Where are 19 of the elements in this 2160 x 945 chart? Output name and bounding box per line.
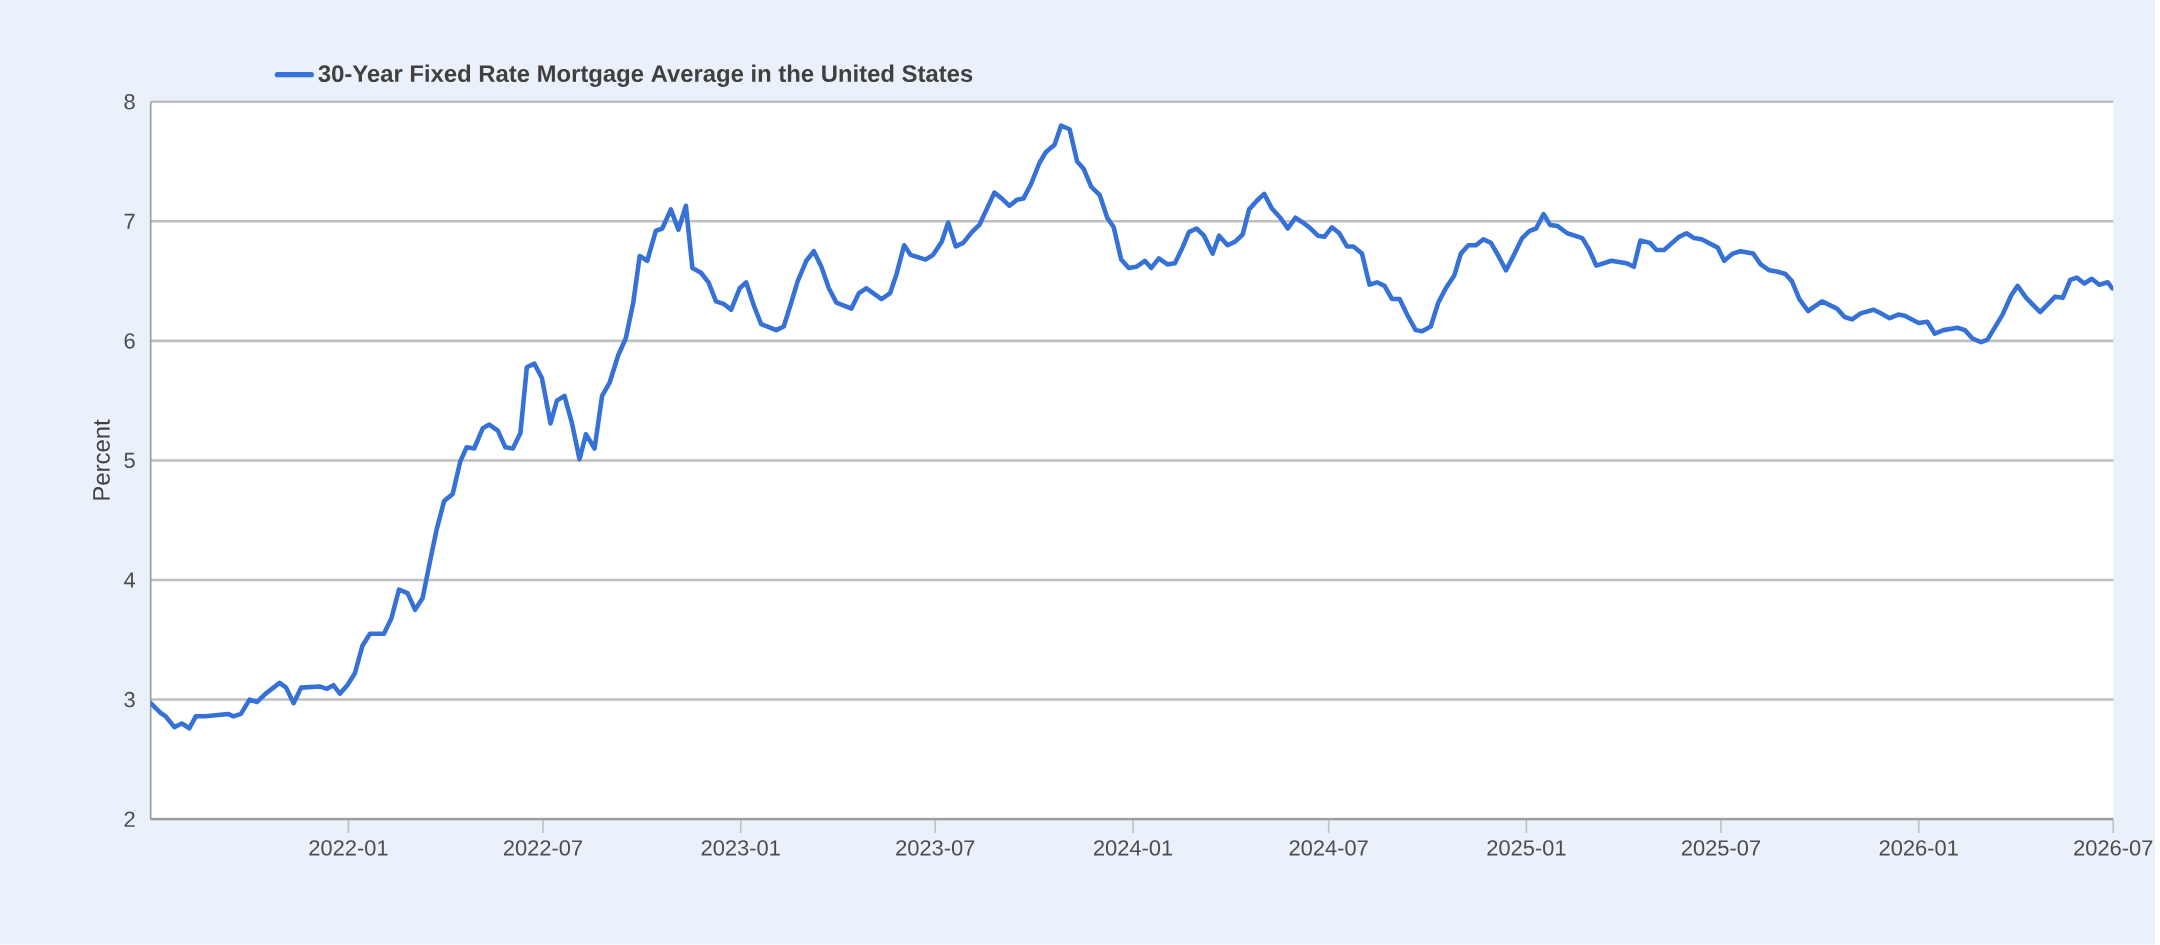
- y-tick-label: 5: [124, 452, 135, 469]
- x-tick-label: 2022-07: [503, 840, 582, 856]
- y-tick-label: 2: [124, 811, 135, 827]
- x-tick-label: 2025-07: [1681, 840, 1760, 856]
- x-tick-label: 2024-01: [1094, 840, 1173, 856]
- x-tick-label: 2022-01: [309, 840, 388, 856]
- x-tick-label: 2026-07: [2074, 840, 2153, 856]
- x-tick-label: 2023-07: [896, 840, 975, 856]
- x-tick-label: 2026-01: [1879, 840, 1958, 856]
- y-tick-label: 3: [124, 691, 135, 708]
- y-axis-title: Percent: [93, 419, 110, 500]
- y-tick-label: 8: [124, 94, 135, 110]
- x-tick-label: 2023-01: [701, 840, 780, 856]
- y-tick-label: 4: [124, 572, 136, 588]
- x-tick-label: 2025-01: [1487, 840, 1566, 856]
- x-tick-label: 2024-07: [1289, 840, 1368, 856]
- y-tick-label: 7: [124, 213, 135, 229]
- y-tick-label: 6: [124, 333, 135, 349]
- legend-label: 30-Year Fixed Rate Mortgage Average in the United States: [318, 64, 973, 87]
